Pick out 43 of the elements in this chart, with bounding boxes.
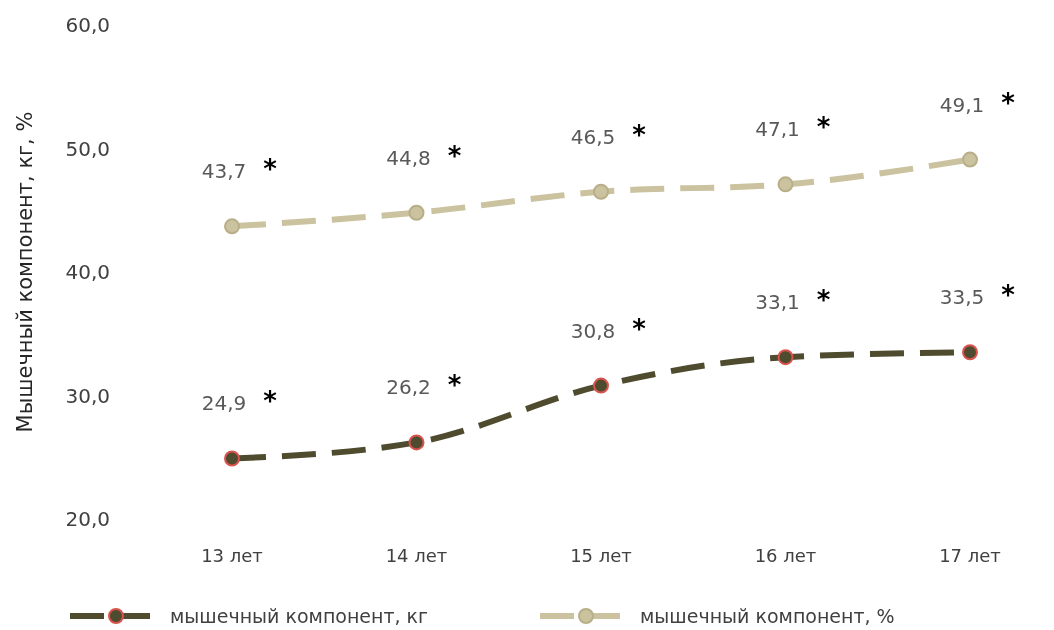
data-label: 33,1 (755, 290, 800, 315)
point (777, 349, 794, 366)
point (224, 218, 240, 235)
data-label: 26,2 (386, 375, 431, 400)
annotation: * (447, 140, 462, 171)
data-label: 46,5 (570, 124, 616, 149)
y-axis-title: Мышечный компонент, кг, % (13, 111, 37, 433)
legend-label: мышечный компонент, кг (170, 604, 429, 627)
point (962, 151, 978, 168)
x-tick-label: 13 лет (201, 545, 263, 566)
annotation: * (632, 119, 647, 150)
annotation: * (632, 313, 647, 344)
x-tick-label: 15 лет (570, 545, 632, 566)
point (593, 183, 609, 200)
annotation: * (816, 112, 831, 143)
point (224, 450, 240, 467)
data-label: 47,1 (755, 117, 800, 142)
data-label: 43,7 (201, 159, 247, 184)
y-tick-label: 40,0 (65, 260, 110, 284)
annotation: * (263, 386, 278, 417)
data-label: 24,9 (201, 391, 247, 416)
point (593, 377, 609, 394)
point (962, 344, 978, 361)
y-tick-label: 30,0 (65, 383, 110, 408)
annotation: * (447, 370, 462, 401)
annotation: * (263, 154, 278, 185)
point (777, 176, 794, 193)
data-label: 33,5 (939, 285, 985, 310)
y-tick-label: 50,0 (65, 136, 110, 161)
x-tick-label: 17 лет (939, 545, 1001, 566)
y-tick-label: 60,0 (65, 13, 110, 37)
annotation: * (1001, 87, 1016, 118)
y-tick-label: 20,0 (65, 507, 110, 531)
annotation: * (816, 285, 831, 316)
annotation: * (1001, 280, 1016, 311)
point (408, 204, 425, 221)
x-tick-label: 16 лет (754, 545, 817, 566)
data-label: 30,8 (570, 318, 616, 343)
legend-label: мышечный компонент, % (640, 604, 895, 627)
point (408, 434, 425, 451)
x-tick-label: 14 лет (385, 545, 448, 566)
data-label: 49,1 (939, 92, 985, 117)
data-label: 44,8 (386, 145, 431, 170)
